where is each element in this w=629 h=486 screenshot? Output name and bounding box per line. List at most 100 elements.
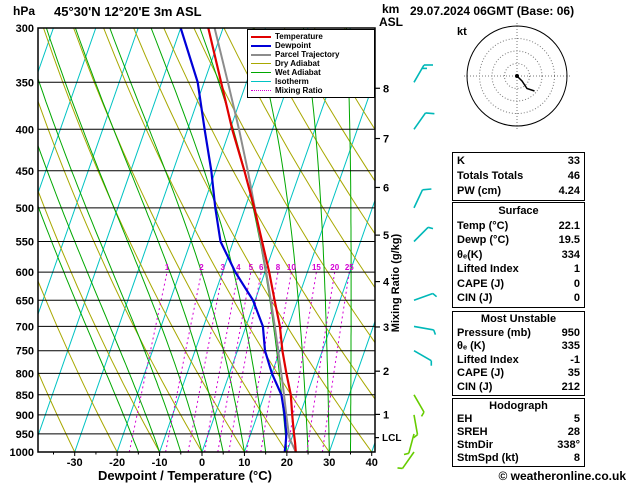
isotherm-line <box>159 28 309 452</box>
wind-barb-half <box>432 329 437 335</box>
stat-label: Totals Totals <box>457 170 524 182</box>
mixing-ratio-value-label: 15 <box>312 263 321 272</box>
temp-tick-label: -30 <box>67 457 83 469</box>
hodograph-plot <box>464 23 570 129</box>
stat-row: Totals Totals 46 <box>457 169 580 184</box>
stat-row: StmSpd (kt) 8 <box>457 452 580 465</box>
wind-barb-shaft <box>413 64 425 83</box>
mixing-ratio-axis-label: Mixing Ratio (g/kg) <box>390 233 402 332</box>
isotherm-line <box>243 77 375 452</box>
mixing-ratio-line <box>286 272 317 452</box>
pressure-tick-label: 550 <box>16 236 34 248</box>
stat-row: StmDir 338° <box>457 439 580 452</box>
pressure-tick-label: 900 <box>16 410 34 422</box>
stat-row: SREH 28 <box>457 426 580 439</box>
surface-panel: Surface Temp (°C) 22.1 Dewp (°C) 19.5 θₑ… <box>452 202 585 308</box>
wind-barb-shaft <box>408 433 415 454</box>
stat-row: CIN (J) 212 <box>457 381 580 395</box>
wind-barb-shaft <box>401 451 415 469</box>
dewpoint-line-swatch <box>251 44 271 47</box>
stat-value: 0 <box>573 277 580 290</box>
temp-tick-label: 0 <box>199 457 205 469</box>
wet-adiabat-line <box>45 28 203 452</box>
legend-label: Dewpoint <box>275 41 311 50</box>
stat-value: 8 <box>573 452 580 464</box>
wet-adiabat-line-swatch <box>251 72 271 73</box>
stat-value: 338° <box>557 439 580 451</box>
stat-row: θₑ(K) 334 <box>457 248 580 263</box>
legend-item-dewpoint: Dewpoint <box>251 41 371 50</box>
pressure-tick-label: 300 <box>16 23 34 35</box>
wind-barb-half <box>432 292 438 298</box>
stat-value: 22.1 <box>558 219 580 232</box>
hodograph-trace <box>516 75 535 92</box>
pressure-tick-label: 650 <box>16 295 34 307</box>
pressure-tick-label: 800 <box>16 368 34 380</box>
dry-adiabat-line <box>223 28 375 289</box>
lcl-label: LCL <box>382 433 401 444</box>
stat-value: -1 <box>570 353 580 366</box>
wind-barb-shaft <box>413 394 425 413</box>
stat-label: K <box>457 155 465 167</box>
km-tick-label: 6 <box>383 182 389 194</box>
stat-label: θₑ(K) <box>457 248 483 261</box>
mixing-ratio-line <box>228 272 262 452</box>
mixing-ratio-line <box>187 272 224 452</box>
legend-label: Mixing Ratio <box>275 86 323 95</box>
mixing-ratio-value-label: 5 <box>249 263 254 272</box>
stat-value: 335 <box>561 340 580 352</box>
wind-barb-shaft <box>413 414 419 435</box>
stat-label: SREH <box>457 426 488 438</box>
wind-barb-half <box>413 433 419 439</box>
stat-label: CAPE (J) <box>457 367 505 379</box>
mixing-ratio-line <box>217 272 252 452</box>
panel-title: Surface <box>498 205 539 217</box>
run-datetime: 29.07.2024 06GMT (Base: 06) <box>410 4 575 18</box>
most-unstable-panel: Most Unstable Pressure (mb) 950 θₑ (K) 3… <box>452 311 585 396</box>
hodograph-ring <box>466 25 568 127</box>
stat-row: CAPE (J) 35 <box>457 367 580 381</box>
mixing-ratio-line <box>128 271 168 452</box>
pressure-tick-label: 700 <box>16 321 34 333</box>
pressure-tick-label: 350 <box>16 77 34 89</box>
plot-frame <box>37 27 376 453</box>
legend-item-dry-adiabat: Dry Adiabat <box>251 59 371 68</box>
mixing-ratio-line-swatch <box>251 90 271 91</box>
legend-label: Dry Adiabat <box>275 59 320 68</box>
hodograph-ring <box>504 63 530 89</box>
legend-label: Parcel Trajectory <box>275 50 340 59</box>
parcel-line-swatch <box>251 53 271 56</box>
station-title: 45°30'N 12°20'E 3m ASL <box>54 4 202 19</box>
hodograph-stats-panel: Hodograph EH 5 SREH 28 StmDir 338° StmSp… <box>452 398 585 467</box>
mixing-ratio-value-label: 10 <box>287 263 296 272</box>
stat-row: EH 5 <box>457 413 580 426</box>
km-tick-label: 3 <box>383 322 389 334</box>
wind-barb-full <box>422 188 432 191</box>
km-tick-label: 2 <box>383 366 389 378</box>
pressure-tick-label: 500 <box>16 203 34 215</box>
stat-value: 35 <box>567 367 580 379</box>
km-tick-label: 1 <box>383 409 389 421</box>
km-tick-label: 8 <box>383 83 389 95</box>
stat-label: Pressure (mb) <box>457 326 531 339</box>
wind-barb-shaft <box>413 325 434 331</box>
stat-label: StmDir <box>457 439 494 451</box>
stat-row: Pressure (mb) 950 <box>457 327 580 341</box>
stat-label: Temp (°C) <box>457 219 509 232</box>
temperature-curve <box>207 28 297 452</box>
indices-panel: K 33 Totals Totals 46 PW (cm) 4.24 <box>452 152 585 201</box>
stat-row: Lifted Index 1 <box>457 262 580 277</box>
legend-item-wet-adiabat: Wet Adiabat <box>251 68 371 77</box>
stat-row: θₑ (K) 335 <box>457 340 580 354</box>
stat-row: Temp (°C) 22.1 <box>457 219 580 234</box>
wind-barb-shaft <box>413 112 427 130</box>
dry-adiabat-line <box>38 99 203 452</box>
mixing-ratio-value-label: 1 <box>165 263 170 272</box>
stat-row: Lifted Index -1 <box>457 354 580 368</box>
stat-row: CAPE (J) 0 <box>457 277 580 292</box>
stat-row: Dewp (°C) 19.5 <box>457 233 580 248</box>
km-tick-label: 4 <box>383 277 390 289</box>
pressure-tick-label: 450 <box>16 166 34 178</box>
